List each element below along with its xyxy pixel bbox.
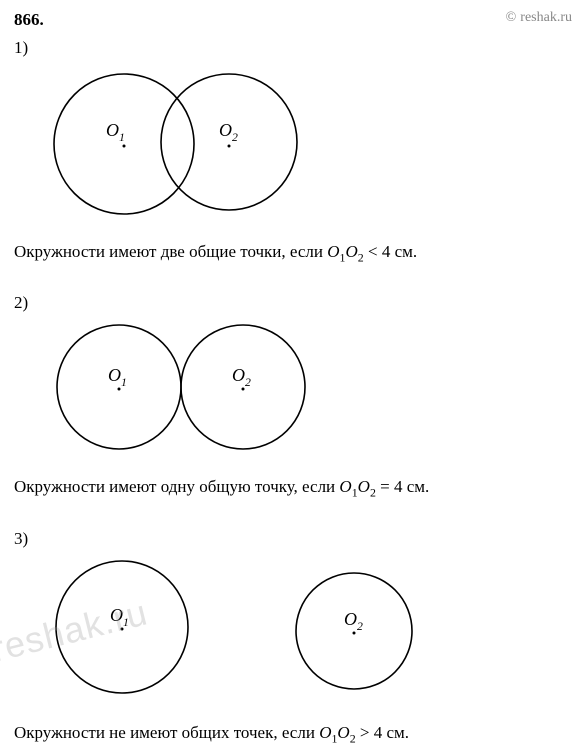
diagram-1-svg: O1O2 bbox=[44, 64, 324, 224]
svg-text:1: 1 bbox=[121, 376, 127, 389]
case-3-caption: Окружности не имеют общих точек, если O1… bbox=[14, 723, 572, 746]
svg-text:2: 2 bbox=[245, 376, 251, 389]
caption-3-relation: > 4 см. bbox=[356, 723, 409, 742]
svg-text:1: 1 bbox=[123, 616, 129, 629]
diagram-3-svg: O1O2 bbox=[44, 555, 464, 705]
svg-text:O: O bbox=[110, 605, 123, 625]
case-2-caption: Окружности имеют одну общую точку, если … bbox=[14, 477, 572, 500]
caption-2-relation: = 4 см. bbox=[376, 477, 429, 496]
case-1-caption: Окружности имеют две общие точки, если O… bbox=[14, 242, 572, 265]
case-1: 1) O1O2 Окружности имеют две общие точки… bbox=[14, 38, 572, 265]
problem-number: 866. bbox=[14, 10, 44, 30]
caption-3-o1: O bbox=[319, 723, 331, 742]
svg-text:O: O bbox=[232, 365, 245, 385]
caption-1-o1: O bbox=[327, 242, 339, 261]
svg-text:2: 2 bbox=[357, 620, 363, 633]
case-1-diagram: O1O2 bbox=[44, 64, 572, 224]
site-name: reshak.ru bbox=[520, 10, 572, 26]
caption-2-prefix: Окружности имеют одну общую точку, если bbox=[14, 477, 339, 496]
case-1-number: 1) bbox=[14, 38, 572, 58]
case-2: 2) O1O2 Окружности имеют одну общую точк… bbox=[14, 293, 572, 500]
case-3-diagram: O1O2 bbox=[44, 555, 572, 705]
svg-text:O: O bbox=[108, 365, 121, 385]
svg-text:1: 1 bbox=[119, 131, 125, 144]
caption-1-o2: O bbox=[346, 242, 358, 261]
caption-2-o2: O bbox=[358, 477, 370, 496]
copyright-icon: © bbox=[506, 10, 517, 26]
caption-1-relation: < 4 см. bbox=[364, 242, 417, 261]
header: 866. © reshak.ru bbox=[14, 10, 572, 30]
caption-3-prefix: Окружности не имеют общих точек, если bbox=[14, 723, 319, 742]
svg-text:O: O bbox=[106, 120, 119, 140]
caption-3-o2: O bbox=[337, 723, 349, 742]
caption-2-o1: O bbox=[339, 477, 351, 496]
case-3-number: 3) bbox=[14, 529, 572, 549]
site-watermark-top: © reshak.ru bbox=[506, 10, 572, 26]
caption-1-prefix: Окружности имеют две общие точки, если bbox=[14, 242, 327, 261]
case-3: 3) O1O2 Окружности не имеют общих точек,… bbox=[14, 529, 572, 746]
svg-text:O: O bbox=[219, 120, 232, 140]
svg-text:O: O bbox=[344, 609, 357, 629]
case-2-number: 2) bbox=[14, 293, 572, 313]
svg-text:2: 2 bbox=[232, 131, 238, 144]
case-2-diagram: O1O2 bbox=[44, 319, 572, 459]
diagram-2-svg: O1O2 bbox=[44, 319, 344, 459]
